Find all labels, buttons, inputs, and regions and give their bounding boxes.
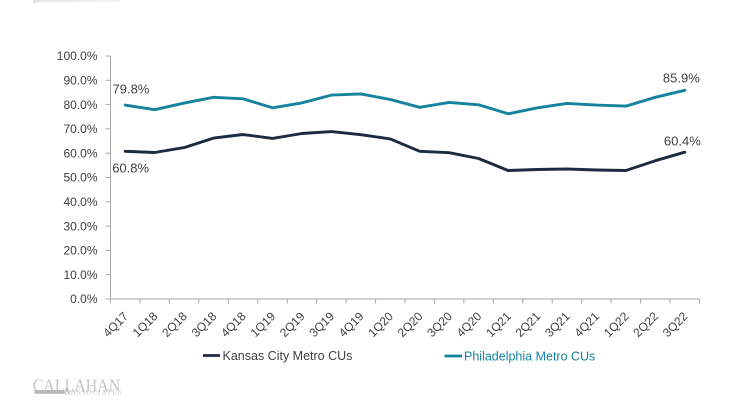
svg-text:1Q18: 1Q18	[130, 309, 161, 340]
svg-text:&: &	[64, 387, 71, 397]
svg-text:3Q19: 3Q19	[306, 309, 337, 340]
svg-text:2Q18: 2Q18	[159, 309, 190, 340]
svg-text:4Q17: 4Q17	[100, 309, 131, 340]
svg-text:60.4%: 60.4%	[664, 133, 701, 148]
svg-text:79.8%: 79.8%	[113, 81, 150, 96]
svg-text:0.0%: 0.0%	[70, 292, 98, 306]
svg-text:30.0%: 30.0%	[63, 219, 97, 233]
svg-text:2Q19: 2Q19	[277, 309, 308, 340]
svg-text:4Q19: 4Q19	[336, 309, 367, 340]
svg-text:10.0%: 10.0%	[63, 268, 97, 282]
svg-text:70.0%: 70.0%	[63, 122, 97, 136]
svg-text:3Q18: 3Q18	[189, 309, 220, 340]
svg-text:80.0%: 80.0%	[63, 98, 97, 112]
svg-text:3Q21: 3Q21	[542, 309, 573, 340]
svg-text:90.0%: 90.0%	[63, 74, 97, 88]
svg-text:2Q22: 2Q22	[630, 309, 661, 340]
svg-text:60.8%: 60.8%	[112, 161, 149, 176]
svg-text:Kansas City Metro CUs: Kansas City Metro CUs	[223, 349, 353, 363]
svg-text:40.0%: 40.0%	[63, 195, 97, 209]
svg-text:1Q21: 1Q21	[483, 309, 514, 340]
svg-text:3Q22: 3Q22	[660, 309, 691, 340]
svg-text:1Q22: 1Q22	[601, 309, 632, 340]
svg-text:1Q20: 1Q20	[365, 309, 396, 340]
svg-text:4Q20: 4Q20	[454, 309, 485, 340]
svg-text:Philadelphia Metro CUs: Philadelphia Metro CUs	[464, 349, 595, 363]
svg-text:85.9%: 85.9%	[663, 70, 700, 85]
svg-text:2Q20: 2Q20	[395, 309, 426, 340]
svg-text:1Q19: 1Q19	[248, 309, 279, 340]
svg-text:4Q21: 4Q21	[571, 309, 602, 340]
svg-text:3Q20: 3Q20	[424, 309, 455, 340]
svg-text:ASSOCIATES: ASSOCIATES	[71, 387, 123, 396]
svg-text:50.0%: 50.0%	[63, 171, 97, 185]
svg-text:20.0%: 20.0%	[63, 244, 97, 258]
svg-text:100.0%: 100.0%	[57, 49, 98, 63]
svg-text:2Q21: 2Q21	[513, 309, 544, 340]
svg-text:4Q18: 4Q18	[218, 309, 249, 340]
svg-text:60.0%: 60.0%	[63, 146, 97, 160]
